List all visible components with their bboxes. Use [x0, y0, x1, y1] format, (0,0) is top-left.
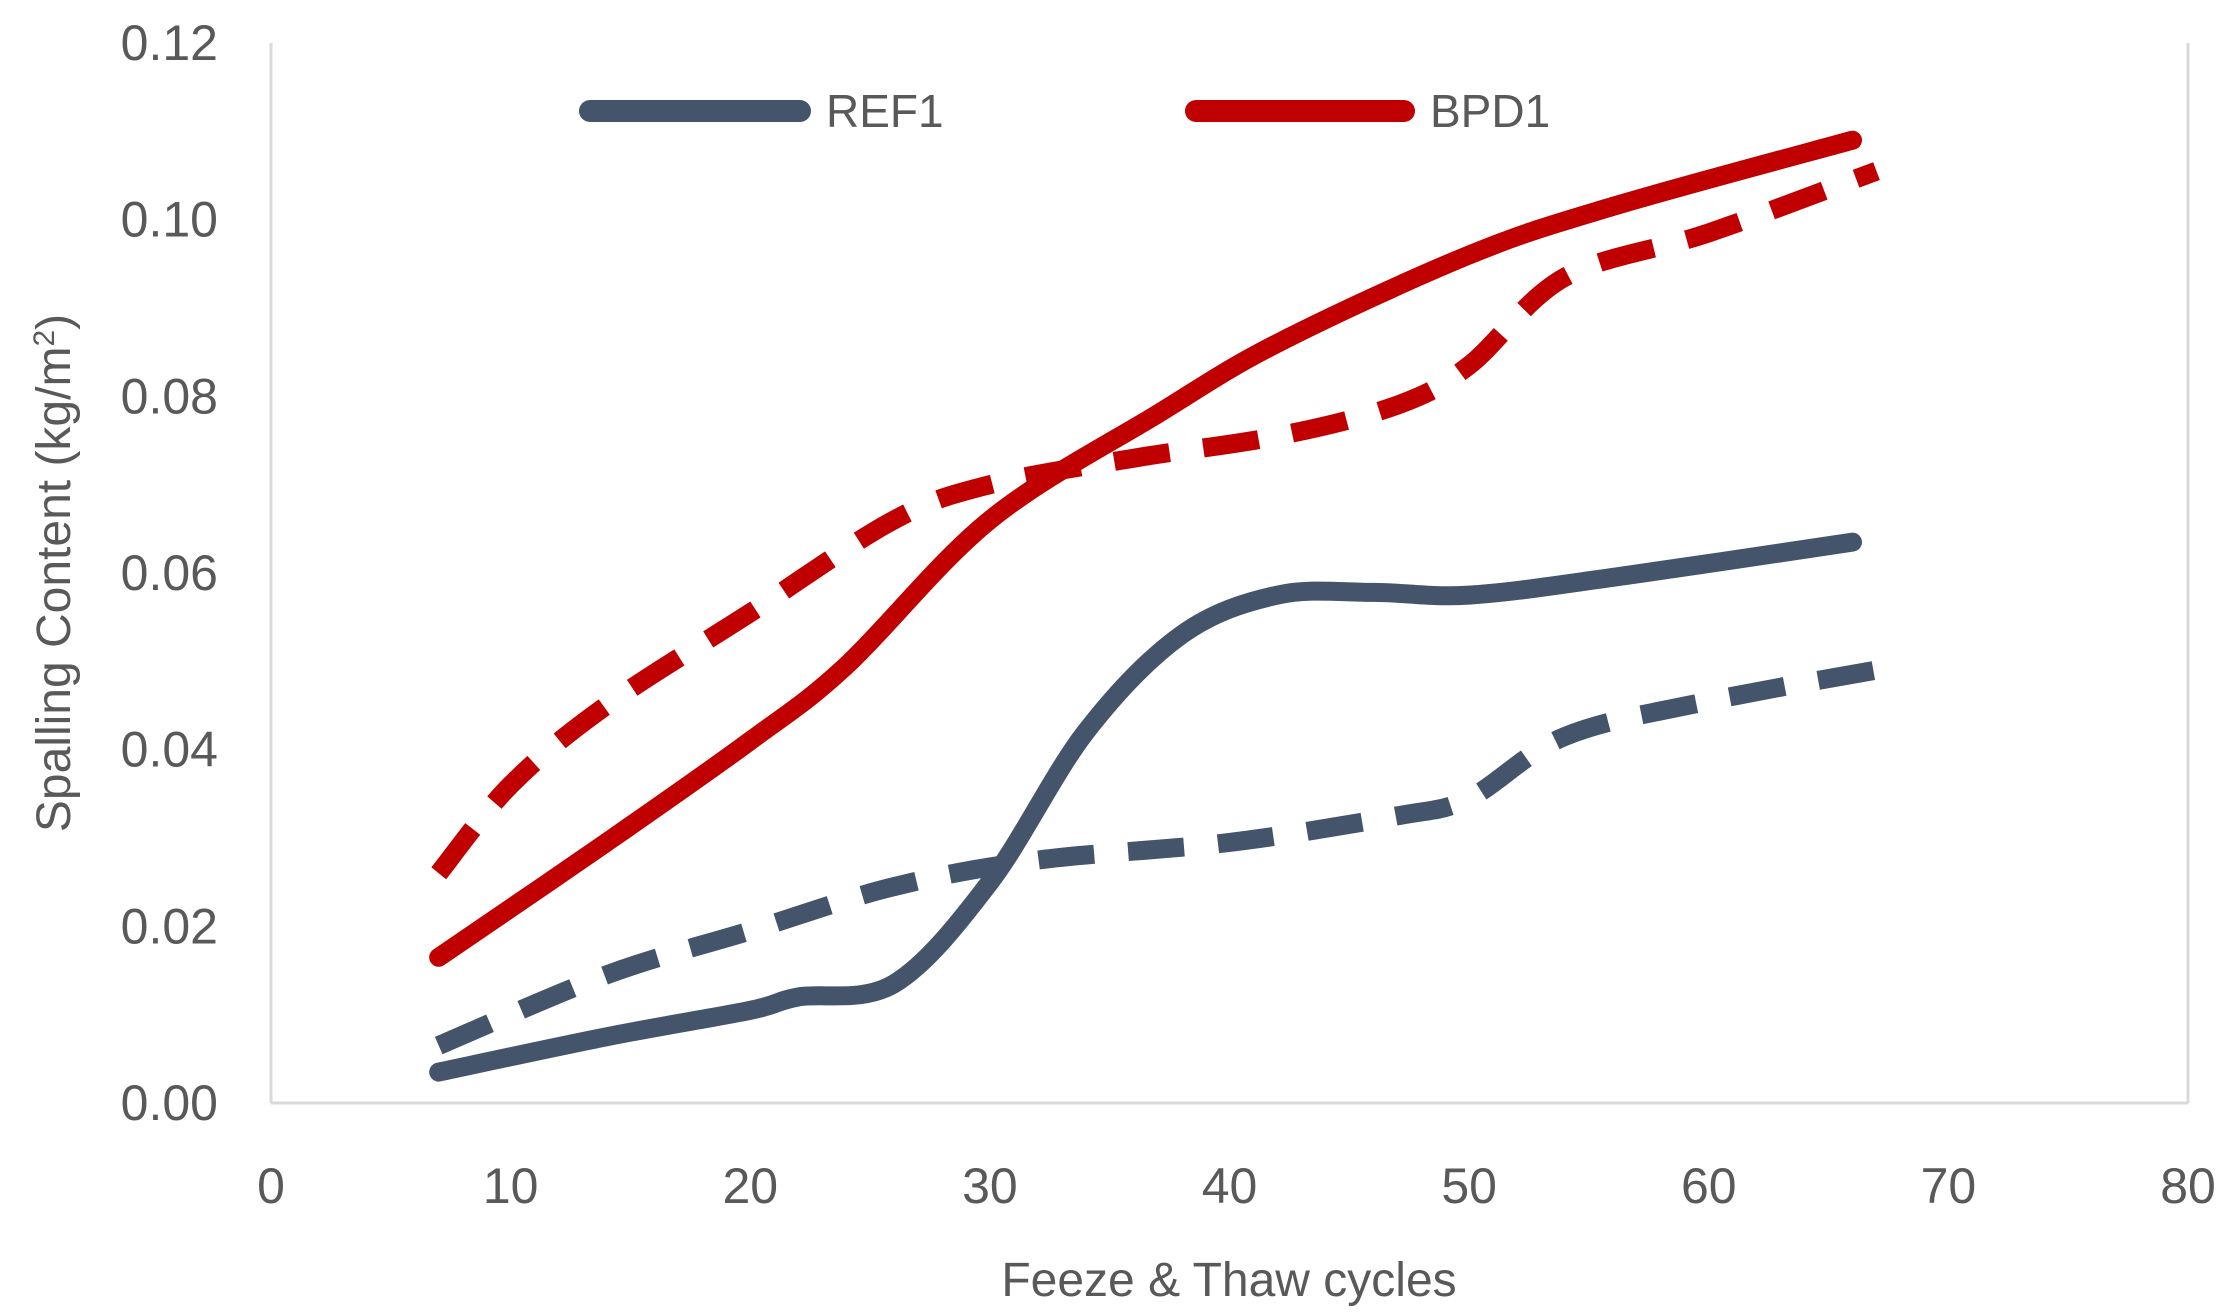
axes [269, 43, 2190, 1105]
x-tick-label: 70 [1921, 1158, 1977, 1214]
x-tick-label: 0 [257, 1158, 285, 1214]
x-axis-title: Feeze & Thaw cycles [1001, 1254, 1456, 1307]
x-tick-label: 60 [1681, 1158, 1737, 1214]
y-tick-label: 0.10 [121, 192, 218, 248]
y-tick-label: 0.04 [121, 722, 218, 778]
legend-label-ref1: REF1 [826, 85, 944, 137]
legend: REF1 BPD1 [579, 85, 1550, 137]
y-tick-label: 0.06 [121, 545, 218, 601]
y-tick-label: 0.12 [121, 15, 218, 71]
x-tick-label: 10 [483, 1158, 539, 1214]
x-tick-label: 50 [1441, 1158, 1497, 1214]
y-axis-title-superscript: 2 [28, 330, 61, 347]
series-line-bpd1-dashed [431, 162, 1880, 880]
legend-label-bpd1: BPD1 [1430, 85, 1550, 137]
x-tick-label: 40 [1202, 1158, 1258, 1214]
y-tick-label: 0.00 [121, 1075, 218, 1131]
y-tick-label: 0.08 [121, 368, 218, 424]
x-tick-label: 20 [722, 1158, 778, 1214]
series-lines [429, 130, 1903, 1082]
series-line-bpd1 [429, 130, 1862, 967]
y-axis-title: Spalling Content (kg/m2) [28, 314, 82, 832]
x-tick-labels: 0 10 20 30 40 50 60 70 80 [257, 1158, 2216, 1214]
y-axis-title-close: ) [28, 314, 81, 330]
y-tick-label: 0.02 [121, 898, 218, 954]
x-tick-label: 80 [2160, 1158, 2216, 1214]
series-line-ref1 [429, 532, 1862, 1082]
x-tick-label: 30 [962, 1158, 1018, 1214]
series-line-ref1-dashed [435, 656, 1903, 1055]
y-axis-title-main: Spalling Content (kg/m [28, 347, 81, 833]
y-tick-labels: 0.00 0.02 0.04 0.06 0.08 0.10 0.12 [121, 15, 218, 1131]
